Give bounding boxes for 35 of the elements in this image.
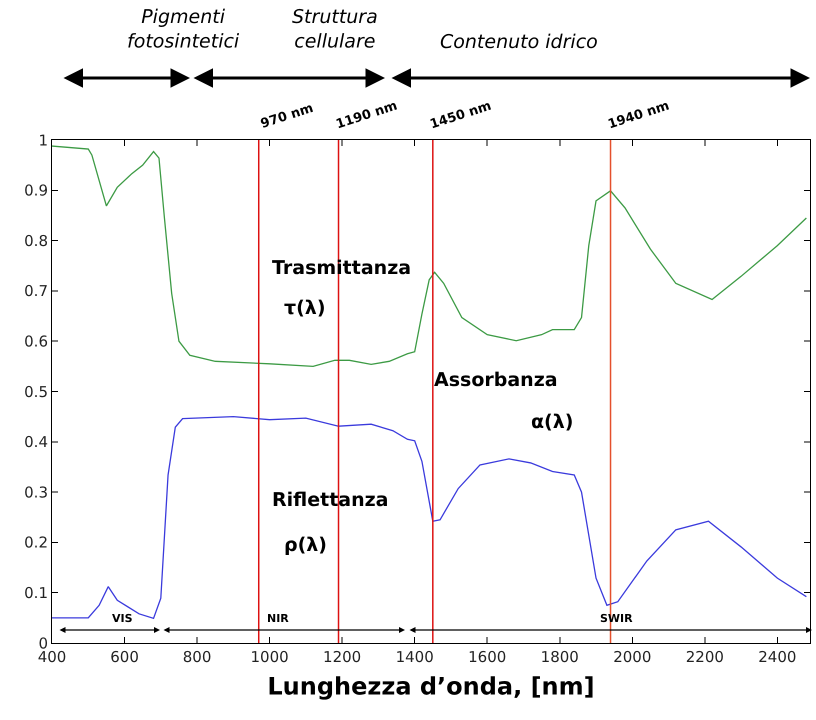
text: Contenuto idrico — [440, 31, 598, 53]
x-axis-title: Lunghezza d’onda, [nm] — [267, 672, 595, 700]
annotation: α(λ) — [531, 411, 574, 433]
y-tick-label: 0.4 — [24, 433, 48, 452]
x-tick-label: 2400 — [758, 648, 796, 666]
text: Struttura cellulare — [292, 6, 378, 53]
y-tick-label: 0.7 — [24, 282, 48, 300]
ref-line-label: 1940 nm — [606, 98, 672, 132]
x-tick-label: 800 — [182, 648, 212, 666]
annotation: ρ(λ) — [284, 534, 327, 556]
y-tick-label: 0.9 — [24, 182, 48, 200]
y-tick-label: 0.2 — [24, 534, 48, 552]
y-tick-label: 0.5 — [24, 382, 48, 401]
ref-line-label: 1190 nm — [334, 98, 400, 132]
ref-line-label: 970 nm — [258, 100, 316, 132]
x-tick-label: 1200 — [323, 648, 362, 666]
y-tick-label: 0.6 — [24, 332, 48, 350]
annotation: VIS — [112, 612, 133, 625]
y-tick-label: 0.8 — [24, 232, 48, 250]
ref-line-label: 1450 nm — [428, 98, 494, 132]
x-tick-label: 1400 — [396, 648, 434, 666]
annotation: NIR — [267, 612, 290, 625]
line-series — [52, 145, 808, 367]
x-tick-label: 600 — [110, 648, 139, 666]
y-tick-label: 1 — [38, 131, 48, 150]
x-tick-label: 1000 — [250, 648, 289, 666]
x-tick-label: 1600 — [468, 648, 506, 666]
y-tick-label: 0.3 — [24, 483, 48, 502]
annotation: Assorbanza — [434, 369, 558, 391]
x-tick-label: 2000 — [613, 648, 652, 666]
y-tick-label: 0.1 — [24, 584, 48, 602]
x-tick-label: 2200 — [686, 648, 724, 666]
x-tick-label: 1800 — [540, 648, 579, 666]
annotation: τ(λ) — [284, 297, 326, 319]
text: Pigmenti fotosintetici — [127, 6, 240, 53]
